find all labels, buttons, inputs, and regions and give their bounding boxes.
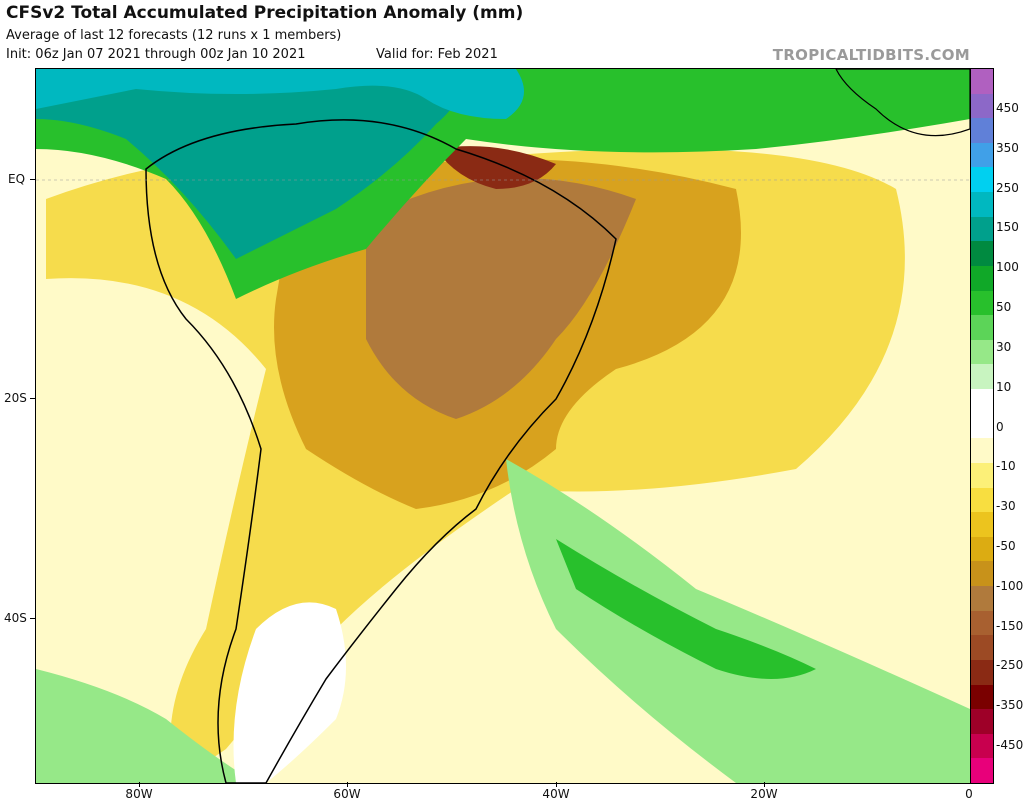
drought-core <box>436 146 556 189</box>
wet-band-atlantic <box>506 459 970 783</box>
colorbar <box>970 68 994 784</box>
lat-tick <box>30 398 35 399</box>
colorbar-segment <box>971 758 993 784</box>
lon-tick <box>764 782 765 787</box>
lon-label-40w: 40W <box>542 787 570 801</box>
map-title: CFSv2 Total Accumulated Precipitation An… <box>6 3 524 23</box>
colorbar-label: -250 <box>996 658 1024 673</box>
wet-band-atlantic-deep <box>556 539 816 679</box>
colorbar-label: 0 <box>996 419 1004 434</box>
lon-label-20w: 20W <box>750 787 778 801</box>
precip-anomaly-map <box>35 68 971 784</box>
colorbar-label: -100 <box>996 578 1024 593</box>
map-subtitle-forecasts: Average of last 12 forecasts (12 runs x … <box>6 28 342 43</box>
colorbar-label: 150 <box>996 220 1019 235</box>
colorbar-label: 450 <box>996 101 1019 115</box>
colorbar-label: -30 <box>996 499 1016 514</box>
lat-label-20s: 20S <box>4 391 27 405</box>
colorbar-segment <box>971 684 993 710</box>
colorbar-label: -350 <box>996 698 1024 713</box>
colorbar-segment <box>971 339 993 365</box>
colorbar-label: 350 <box>996 140 1019 155</box>
colorbar-segment <box>971 241 993 267</box>
colorbar-label: 100 <box>996 260 1019 275</box>
colorbar-segment <box>971 216 993 242</box>
colorbar-label: -150 <box>996 618 1024 633</box>
colorbar-label: 50 <box>996 300 1012 315</box>
lon-tick <box>556 782 557 787</box>
colorbar-label: -450 <box>996 738 1024 752</box>
colorbar-segment <box>971 487 993 513</box>
brand-watermark: TROPICALTIDBITS.COM <box>772 46 970 64</box>
wet-field-ocean <box>36 69 524 119</box>
lon-label-0: 0 <box>965 787 973 801</box>
valid-for-label: Valid for: Feb 2021 <box>376 47 498 62</box>
colorbar-label: 30 <box>996 339 1012 354</box>
lon-tick <box>139 782 140 787</box>
colorbar-segment <box>971 709 993 735</box>
colorbar-segment <box>971 364 993 390</box>
lat-label-40s: 40S <box>4 611 27 625</box>
lat-tick <box>30 179 35 180</box>
continent-outline <box>145 119 617 783</box>
colorbar-segment <box>971 462 993 489</box>
colorbar-label: 10 <box>996 379 1012 394</box>
lon-label-60w: 60W <box>333 787 361 801</box>
patagonia-white <box>233 602 346 783</box>
colorbar-segment <box>971 512 993 538</box>
colorbar-segment <box>971 438 993 464</box>
colorbar-segment <box>971 635 993 661</box>
wet-field-north-deep <box>36 69 466 259</box>
colorbar-label: 250 <box>996 180 1019 195</box>
wet-field-south <box>36 669 256 783</box>
lon-tick <box>347 782 348 787</box>
colorbar-segment <box>971 142 993 168</box>
colorbar-segment <box>971 561 993 587</box>
colorbar-segment <box>971 659 993 685</box>
colorbar-segment <box>971 610 993 636</box>
africa-outline <box>835 69 970 137</box>
colorbar-segment <box>971 290 993 316</box>
colorbar-segment <box>971 93 993 119</box>
colorbar-segment <box>971 536 993 562</box>
colorbar-segment <box>971 586 993 612</box>
colorbar-segment <box>971 389 993 415</box>
lat-tick <box>30 618 35 619</box>
colorbar-segment <box>971 265 993 292</box>
colorbar-segment <box>971 167 993 193</box>
colorbar-segment <box>971 192 993 218</box>
colorbar-segment <box>971 315 993 341</box>
drought-field-strong <box>366 178 636 419</box>
map-subtitle-init: Init: 06z Jan 07 2021 through 00z Jan 10… <box>6 47 306 62</box>
colorbar-segment <box>971 118 993 144</box>
lon-label-80w: 80W <box>125 787 153 801</box>
colorbar-segment <box>971 413 993 439</box>
colorbar-segment <box>971 69 993 95</box>
colorbar-label: -50 <box>996 538 1016 553</box>
colorbar-label: -10 <box>996 459 1016 474</box>
lat-label-eq: EQ <box>8 172 26 186</box>
colorbar-segment <box>971 733 993 759</box>
